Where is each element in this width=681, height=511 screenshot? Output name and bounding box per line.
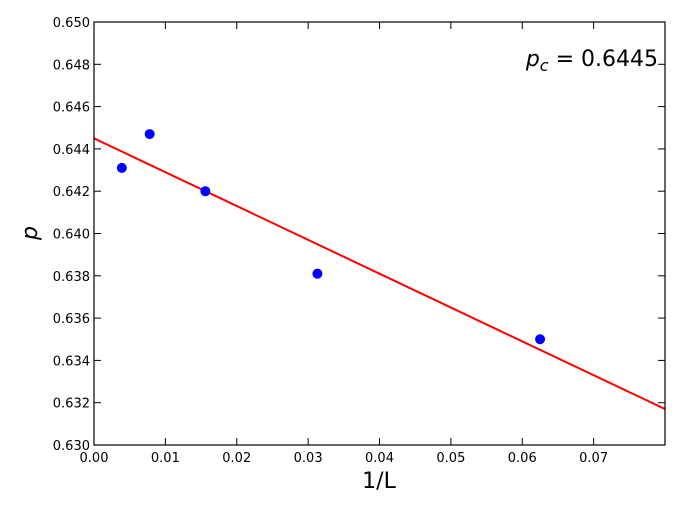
y-tick-label: 0.640 — [53, 228, 90, 243]
data-point — [200, 186, 211, 197]
x-tick-label: 0.03 — [294, 451, 323, 466]
x-tick-label: 0.00 — [80, 451, 109, 466]
x-tick-label: 0.06 — [508, 451, 537, 466]
x-tick-label: 0.07 — [579, 451, 608, 466]
x-tick-label: 0.02 — [222, 451, 251, 466]
annotation-subscript: c — [540, 56, 549, 75]
annotation-value: = 0.6445 — [549, 47, 658, 72]
y-tick-label: 0.650 — [53, 16, 90, 31]
annotation-symbol: p — [525, 47, 540, 72]
x-tick-label: 0.04 — [365, 451, 394, 466]
data-point — [535, 334, 546, 345]
series-layer — [93, 129, 666, 410]
ticks-layer: 0.00 0.01 0.02 0.03 0.04 0.05 0.06 0.07 0.630 0.6… — [53, 16, 665, 466]
data-point — [116, 162, 127, 173]
y-tick-label: 0.648 — [53, 58, 90, 73]
y-tick-label: 0.638 — [53, 270, 90, 285]
data-point — [144, 129, 155, 140]
annotation-pc: pc = 0.6445 — [525, 47, 658, 75]
y-tick-label: 0.644 — [53, 143, 90, 158]
y-tick-label: 0.630 — [53, 439, 90, 454]
y-axis-title: p — [18, 226, 43, 241]
x-tick-label: 0.01 — [151, 451, 180, 466]
y-tick-label: 0.632 — [53, 397, 90, 412]
y-tick-label: 0.642 — [53, 185, 90, 200]
data-point — [312, 268, 323, 279]
plot-frame — [93, 21, 666, 446]
y-tick-label: 0.634 — [53, 354, 90, 369]
y-tick-label: 0.646 — [53, 101, 90, 116]
x-axis-title: 1/L — [362, 469, 396, 494]
fit-line — [93, 137, 666, 410]
x-tick-label: 0.05 — [436, 451, 465, 466]
y-tick-label: 0.636 — [53, 312, 90, 327]
